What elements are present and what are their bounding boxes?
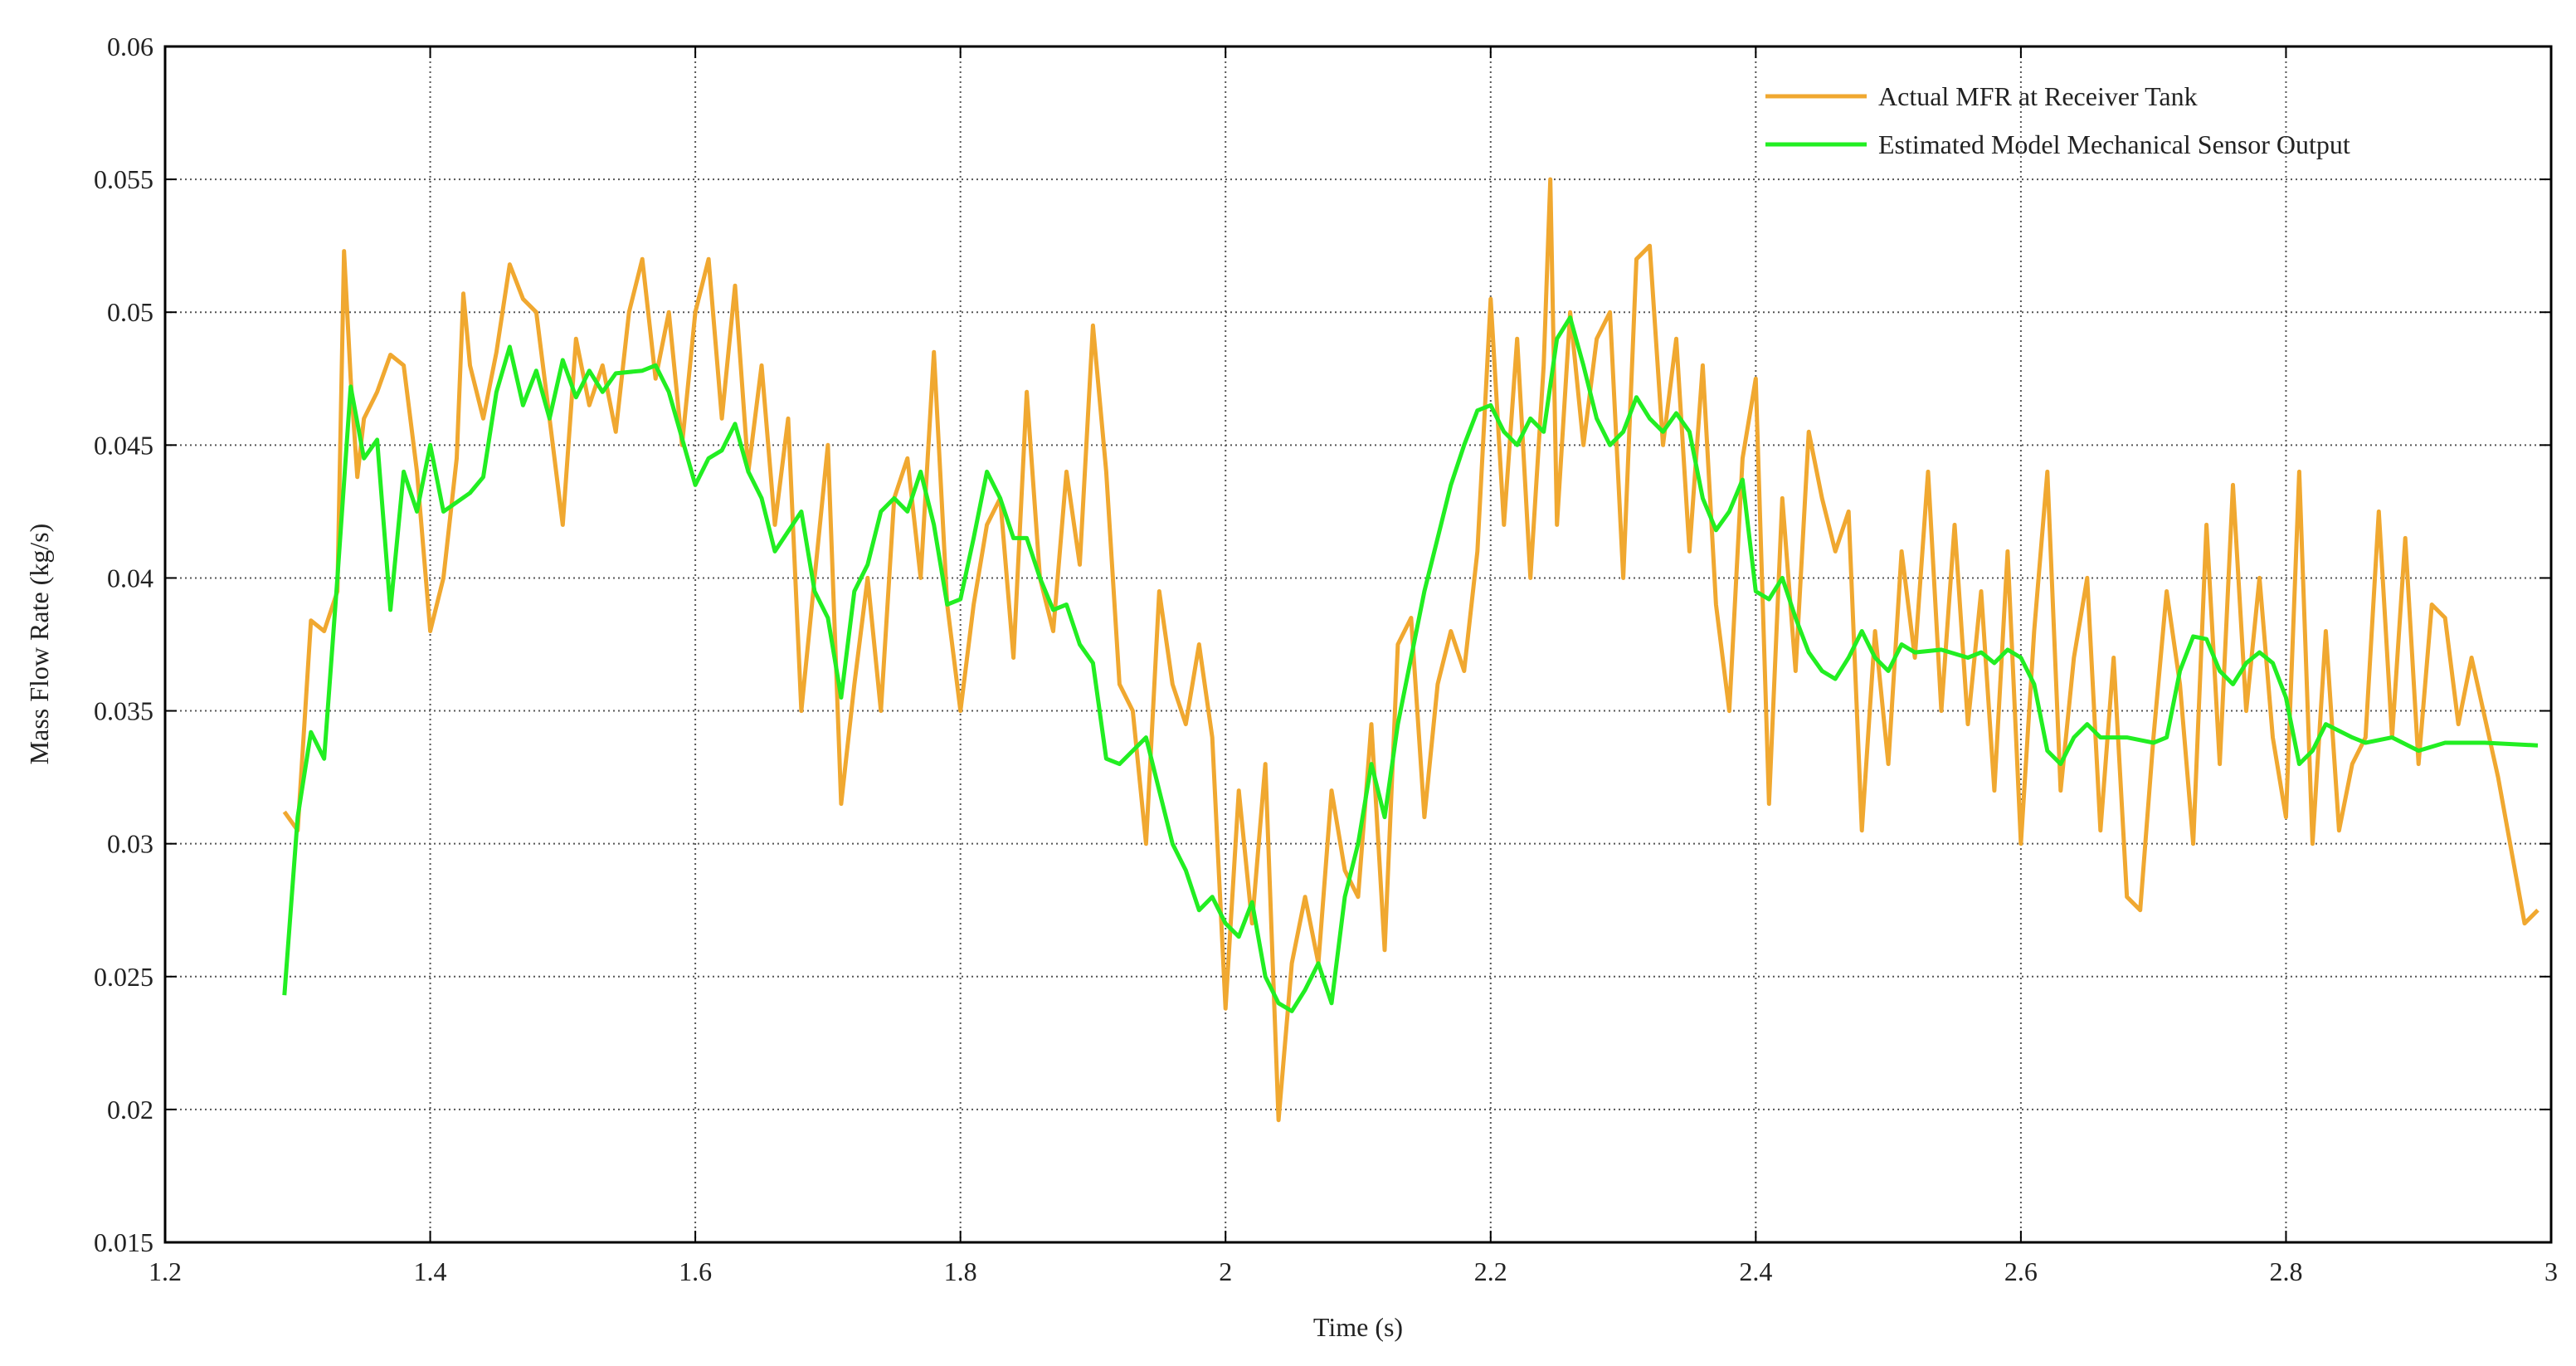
x-tick-label: 1.8 (944, 1256, 977, 1286)
x-tick-label: 1.4 (414, 1256, 447, 1286)
y-axis-label: Mass Flow Rate (kg/s) (24, 524, 54, 765)
x-tick-label: 1.2 (149, 1256, 182, 1286)
legend-label: Estimated Model Mechanical Sensor Output (1878, 129, 2350, 159)
y-tick-label: 0.015 (94, 1227, 153, 1257)
data-line (282, 315, 2539, 1013)
x-tick-label: 2.4 (1739, 1256, 1772, 1286)
x-tick-label: 3 (2544, 1256, 2558, 1286)
x-tick-label: 2 (1219, 1256, 1232, 1286)
y-tick-label: 0.035 (94, 696, 153, 726)
y-tick-label: 0.06 (107, 32, 153, 61)
x-tick-label: 2.6 (2004, 1256, 2038, 1286)
x-axis-label: Time (s) (1313, 1312, 1403, 1342)
plot-frame (163, 45, 2553, 1244)
x-tick-label: 1.6 (679, 1256, 712, 1286)
x-tick-label: 2.8 (2269, 1256, 2302, 1286)
y-tick-label: 0.025 (94, 962, 153, 992)
data-line (282, 177, 2539, 1123)
legend-label: Actual MFR at Receiver Tank (1878, 81, 2198, 111)
y-tick-label: 0.045 (94, 430, 153, 460)
y-tick-label: 0.02 (107, 1095, 153, 1125)
y-tick-label: 0.04 (107, 563, 153, 593)
x-tick-label: 2.2 (1474, 1256, 1507, 1286)
y-tick-label: 0.05 (107, 297, 153, 327)
y-tick-label: 0.055 (94, 164, 153, 194)
y-tick-label: 0.03 (107, 829, 153, 859)
